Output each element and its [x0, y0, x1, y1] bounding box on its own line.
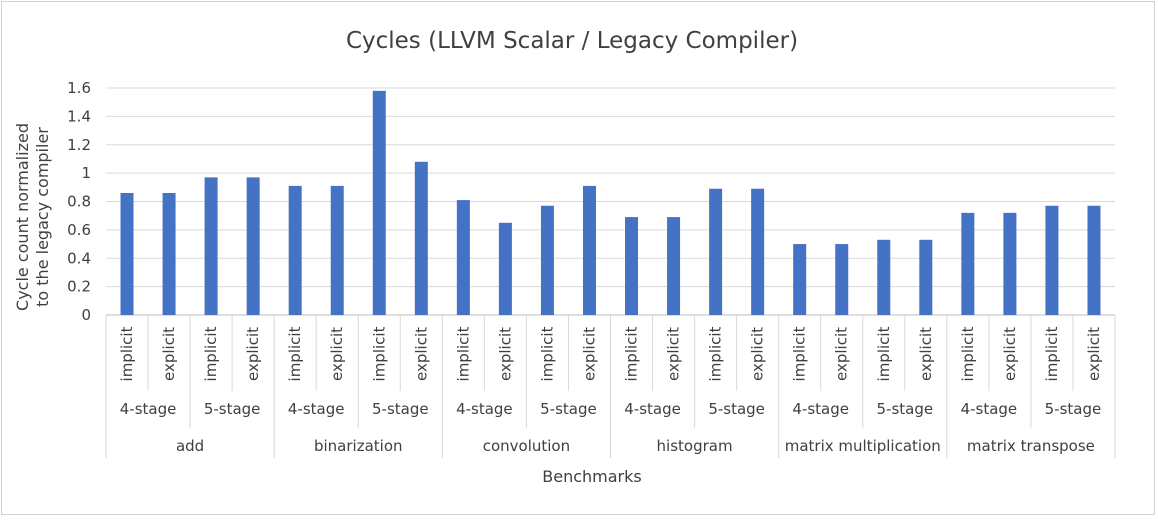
gridlines: [106, 87, 1115, 316]
y-tick-label: 0.2: [67, 278, 91, 296]
bar: [162, 192, 176, 315]
bar: [330, 185, 344, 315]
x-tick-label-level1: implicit: [202, 326, 220, 381]
bar: [835, 244, 849, 315]
x-tick-label-level2: 4-stage: [120, 400, 177, 418]
x-tick-label-level1: explicit: [496, 327, 514, 381]
bar: [751, 188, 765, 315]
x-tick-label-level1: implicit: [370, 326, 388, 381]
x-tick-label-level1: explicit: [160, 327, 178, 381]
x-tick-label-level2: 5-stage: [876, 400, 933, 418]
bar: [246, 177, 260, 315]
y-axis-tick-labels: 0 0.2 0.4 0.6 0.8 1 1.2 1.4 1.6: [67, 79, 91, 324]
bars: [120, 90, 1101, 316]
x-tick-label-level2: 4-stage: [792, 400, 849, 418]
bar: [1045, 205, 1059, 315]
y-tick-label: 1.4: [67, 107, 91, 125]
x-tick-label-level1: implicit: [538, 326, 556, 381]
chart-title: Cycles (LLVM Scalar / Legacy Compiler): [346, 28, 798, 54]
bar: [540, 205, 554, 315]
x-tick-label-level1: explicit: [1001, 327, 1019, 381]
y-axis-label-line-1: Cycle count normalized: [13, 123, 32, 311]
x-axis-categories: implicit explicit implicit explicit implicit…: [105, 315, 1116, 458]
x-tick-label-level2: 4-stage: [624, 400, 681, 418]
x-tick-label-group: binarization: [314, 437, 403, 455]
bar: [456, 200, 470, 315]
x-tick-label-level2: 5-stage: [204, 400, 261, 418]
bar: [709, 188, 723, 315]
x-tick-label-level1: implicit: [707, 326, 725, 381]
bar: [204, 177, 218, 315]
bar: [582, 185, 596, 315]
bar: [625, 217, 639, 315]
x-tick-label-level1: implicit: [959, 326, 977, 381]
x-tick-label-level1: implicit: [118, 326, 136, 381]
x-tick-label-group: matrix transpose: [967, 437, 1095, 455]
x-tick-label-level1: implicit: [875, 326, 893, 381]
y-tick-label: 0.8: [67, 193, 91, 211]
y-tick-label: 1.6: [67, 79, 91, 97]
x-tick-label-group: add: [176, 437, 204, 455]
x-tick-label-level1: explicit: [917, 327, 935, 381]
x-tick-label-group: convolution: [483, 437, 570, 455]
x-tick-label-level1: explicit: [244, 327, 262, 381]
x-tick-label-level2: 5-stage: [372, 400, 429, 418]
x-tick-label-group: histogram: [657, 437, 733, 455]
x-tick-label-level2: 4-stage: [288, 400, 345, 418]
bar: [120, 192, 134, 315]
bar: [288, 185, 302, 315]
y-tick-label: 0: [81, 306, 91, 324]
y-tick-label: 0.6: [67, 221, 91, 239]
x-tick-label-level1: explicit: [833, 327, 851, 381]
y-tick-label: 1.2: [67, 136, 91, 154]
x-tick-label-level2: 4-stage: [961, 400, 1018, 418]
bar: [877, 239, 891, 315]
x-tick-label-level1: explicit: [1085, 327, 1103, 381]
x-tick-label-level1: implicit: [791, 326, 809, 381]
bar: [372, 90, 386, 316]
x-tick-label-level1: explicit: [412, 327, 430, 381]
x-axis-label: Benchmarks: [542, 467, 641, 486]
bar: [1087, 205, 1101, 315]
x-tick-label-level2: 5-stage: [1045, 400, 1102, 418]
bar: [1003, 212, 1017, 315]
bar: [498, 222, 512, 315]
x-tick-label-level1: implicit: [623, 326, 641, 381]
x-tick-label-level1: explicit: [580, 327, 598, 381]
bar: [793, 244, 807, 315]
x-tick-label-level1: implicit: [454, 326, 472, 381]
bar: [414, 161, 428, 315]
x-tick-label-level2: 5-stage: [540, 400, 597, 418]
y-tick-label: 0.4: [67, 249, 91, 267]
y-tick-label: 1: [81, 164, 91, 182]
x-tick-label-level1: explicit: [749, 327, 767, 381]
bar: [919, 239, 933, 315]
x-tick-label-level1: implicit: [286, 326, 304, 381]
x-tick-label-group: matrix multiplication: [785, 437, 941, 455]
bar: [667, 217, 681, 315]
x-tick-label-level1: implicit: [1043, 326, 1061, 381]
bar: [961, 212, 975, 315]
x-tick-label-level1: explicit: [665, 327, 683, 381]
x-tick-label-level2: 4-stage: [456, 400, 513, 418]
x-tick-label-level1: explicit: [328, 327, 346, 381]
x-tick-label-level2: 5-stage: [708, 400, 765, 418]
y-axis-label-line-2: to the legacy compiler: [33, 127, 52, 307]
